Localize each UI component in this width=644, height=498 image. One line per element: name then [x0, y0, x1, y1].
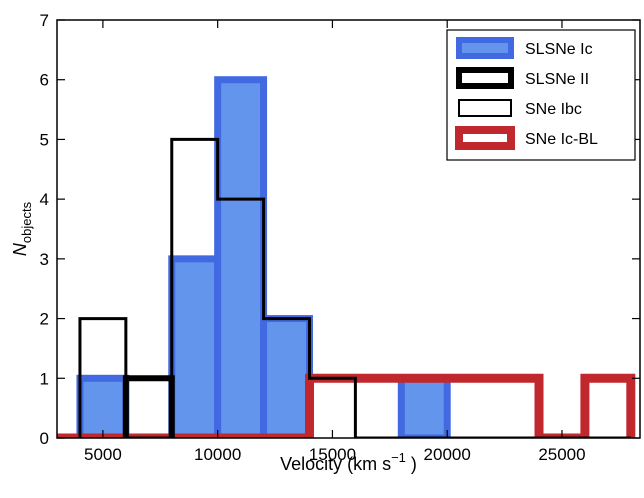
plot-frame — [56, 19, 641, 439]
x-tick-label: 5000 — [84, 445, 122, 464]
axes: 5000 10000 15000 20000 25000 0 1 2 3 4 5 6 7 Velocity… — [10, 11, 641, 474]
x-tick-label: 10000 — [194, 445, 241, 464]
y-tick-label: 4 — [40, 190, 49, 209]
y-tick-label: 6 — [40, 71, 49, 90]
legend-label-slsne-ic: SLSNe Ic — [525, 41, 593, 58]
x-tick-label: 20000 — [424, 445, 471, 464]
step-sne-ibc — [78, 137, 631, 438]
y-axis-label: Nobjects — [10, 201, 34, 256]
bar-slsne-ic — [397, 374, 451, 438]
bar-slsne-ic — [214, 76, 268, 438]
y-tick-label: 2 — [40, 310, 49, 329]
legend: SLSNe Ic SLSNe II SNe Ibc SNe Ic-BL — [446, 29, 636, 161]
legend-handle-sne-ibc — [458, 99, 512, 117]
y-tick-label: 5 — [40, 130, 49, 149]
legend-handle-slsne-ic — [456, 37, 514, 59]
x-axis-label: Velocity (km s−1 ) — [280, 450, 417, 474]
y-tick-label: 7 — [40, 11, 49, 30]
legend-handle-slsne-ii — [456, 67, 514, 89]
y-tick-label: 3 — [40, 250, 49, 269]
bar-slsne-ic — [168, 255, 222, 438]
legend-handle-sne-ic-bl — [455, 126, 515, 150]
legend-label-slsne-ii: SLSNe II — [525, 71, 589, 88]
legend-label-sne-ibc: SNe Ibc — [525, 101, 582, 118]
y-tick-label: 0 — [40, 429, 49, 448]
step-sne-ic-bl — [57, 373, 636, 438]
bar-slsne-ic — [260, 315, 313, 438]
x-tick-label: 25000 — [538, 445, 585, 464]
legend-label-sne-ic-bl: SNe Ic-BL — [525, 131, 598, 148]
step-slsne-ii — [122, 375, 175, 438]
x-tick-label: 15000 — [309, 445, 356, 464]
bar-slsne-ic — [76, 374, 130, 438]
y-tick-label: 1 — [40, 369, 49, 388]
